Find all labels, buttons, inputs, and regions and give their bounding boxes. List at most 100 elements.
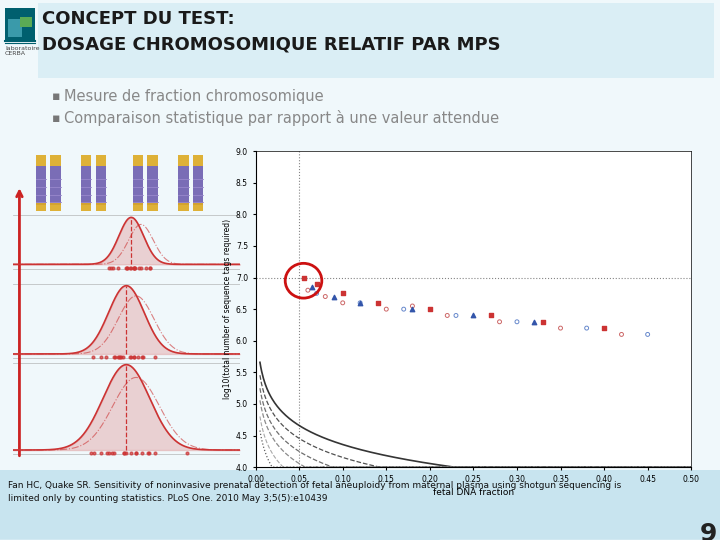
Point (181, 449, 192, 458)
Bar (0, 470, 720, 540)
Point (598, 324, 610, 333)
Point (128, 353, 140, 362)
Bar (5, 8, 35, 40)
Bar (193, 166, 203, 205)
Point (398, 305, 410, 313)
Bar (36, 203, 46, 211)
Point (107, 449, 118, 458)
Point (554, 324, 566, 333)
Bar (81, 156, 91, 166)
Bar (50, 156, 60, 166)
Point (128, 264, 140, 272)
Point (144, 264, 156, 272)
Point (337, 289, 348, 298)
Point (133, 264, 145, 272)
Bar (193, 156, 203, 166)
Bar (20, 17, 32, 27)
Point (537, 318, 549, 326)
Point (642, 330, 653, 339)
Point (128, 353, 140, 362)
Bar (148, 203, 158, 211)
Point (115, 353, 127, 362)
X-axis label: fetal DNA fraction: fetal DNA fraction (433, 488, 514, 497)
Bar (708, 148, 720, 416)
Point (494, 318, 505, 326)
Point (120, 264, 132, 272)
Point (528, 318, 540, 326)
Point (140, 264, 152, 272)
Bar (133, 203, 143, 211)
Point (105, 264, 117, 272)
Point (511, 318, 523, 326)
Point (328, 292, 340, 301)
Point (128, 264, 140, 272)
Point (424, 305, 436, 313)
Point (103, 264, 114, 272)
Point (130, 449, 142, 458)
Point (407, 302, 418, 310)
Point (302, 286, 314, 294)
Point (298, 273, 310, 282)
Text: CERBA: CERBA (5, 51, 26, 56)
Point (95, 449, 107, 458)
Bar (148, 166, 158, 205)
Point (121, 449, 132, 458)
Point (616, 330, 627, 339)
Point (407, 305, 418, 313)
Point (138, 353, 149, 362)
Point (450, 311, 462, 320)
Text: laboratoire: laboratoire (5, 46, 40, 51)
Point (126, 449, 138, 458)
Bar (81, 203, 91, 211)
Bar (96, 166, 106, 205)
Point (307, 283, 318, 292)
Text: DOSAGE CHROMOSOMIQUE RELATIF PAR MPS: DOSAGE CHROMOSOMIQUE RELATIF PAR MPS (42, 35, 500, 53)
Point (354, 299, 366, 307)
Bar (133, 156, 143, 166)
Text: 9: 9 (699, 522, 716, 540)
Point (320, 292, 331, 301)
Point (125, 353, 137, 362)
Point (122, 264, 133, 272)
Point (125, 264, 137, 272)
Point (143, 449, 155, 458)
Point (117, 353, 128, 362)
Bar (38, 3, 714, 78)
Point (150, 353, 161, 362)
Text: Fan HC, Quake SR. Sensitivity of noninvasive prenatal detection of fetal aneuplo: Fan HC, Quake SR. Sensitivity of noninva… (8, 481, 621, 503)
Point (114, 353, 125, 362)
Point (130, 449, 142, 458)
Bar (148, 156, 158, 166)
Point (468, 311, 480, 320)
Y-axis label: log10(total number of sequence tags required): log10(total number of sequence tags requ… (222, 219, 232, 399)
Text: Comparaison statistique par rapport à une valeur attendue: Comparaison statistique par rapport à un… (64, 110, 499, 126)
Point (380, 305, 392, 313)
Point (136, 353, 148, 362)
Point (144, 264, 156, 272)
Point (136, 449, 148, 458)
Point (87, 353, 99, 362)
Point (109, 353, 120, 362)
Point (581, 324, 593, 333)
Text: CONCEPT DU TEST:: CONCEPT DU TEST: (42, 10, 235, 28)
Text: ▪: ▪ (52, 91, 60, 104)
Bar (36, 156, 46, 166)
Point (128, 264, 140, 272)
Point (118, 449, 130, 458)
Bar (81, 166, 91, 205)
Point (113, 353, 125, 362)
Point (89, 449, 100, 458)
Point (112, 353, 124, 362)
Bar (179, 203, 189, 211)
Point (112, 264, 124, 272)
Bar (36, 166, 46, 205)
Point (311, 289, 323, 298)
Point (118, 449, 130, 458)
Point (372, 299, 383, 307)
Bar (96, 156, 106, 166)
Bar (50, 166, 60, 205)
Bar (50, 203, 60, 211)
Point (135, 264, 147, 272)
Bar (179, 156, 189, 166)
Point (311, 280, 323, 288)
